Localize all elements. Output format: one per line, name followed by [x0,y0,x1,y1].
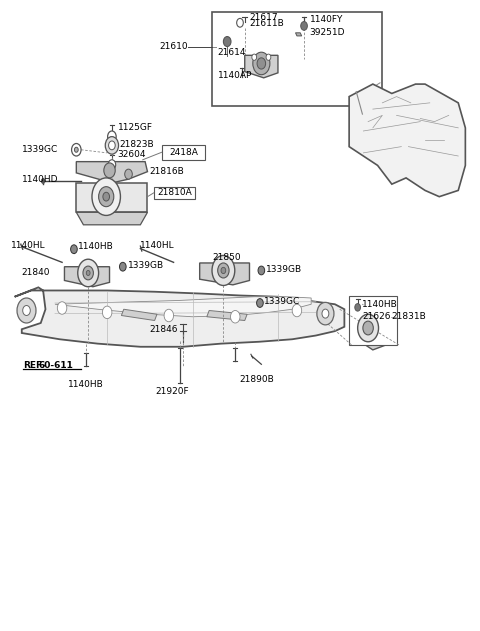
Circle shape [253,52,270,74]
Text: 1339GC: 1339GC [22,145,58,154]
Circle shape [258,266,264,275]
Circle shape [257,298,263,307]
Polygon shape [200,263,250,285]
Text: 21850: 21850 [213,254,241,262]
Text: 21831B: 21831B [391,312,426,321]
Polygon shape [64,267,109,286]
Text: 21614: 21614 [218,48,246,57]
Text: 1339GB: 1339GB [266,265,302,274]
Circle shape [358,314,379,342]
Text: 1140HL: 1140HL [140,241,175,250]
Circle shape [218,263,229,278]
Text: 1125GF: 1125GF [118,124,153,133]
Circle shape [120,262,126,271]
Text: REF.: REF. [23,361,44,370]
Polygon shape [76,212,147,225]
Circle shape [108,160,116,170]
Polygon shape [245,56,278,78]
Text: 21846: 21846 [150,325,179,334]
Text: 1140HB: 1140HB [362,300,398,309]
Circle shape [363,321,373,335]
Bar [212,12,383,106]
Circle shape [17,298,36,323]
Circle shape [103,192,109,201]
Polygon shape [76,183,147,212]
Text: 21920F: 21920F [156,387,190,396]
Circle shape [102,306,112,319]
Text: 21810A: 21810A [157,189,192,198]
Polygon shape [55,297,311,317]
Circle shape [230,310,240,323]
Circle shape [317,302,334,325]
Circle shape [108,141,115,150]
Circle shape [57,302,67,314]
Text: 2418A: 2418A [169,148,198,156]
Circle shape [164,309,174,322]
Circle shape [221,268,226,274]
Text: 1339GC: 1339GC [264,297,300,306]
Text: 1140HB: 1140HB [68,380,104,389]
Polygon shape [349,84,466,197]
Text: 21610: 21610 [159,42,188,51]
Circle shape [212,256,235,285]
Bar [154,187,195,199]
Circle shape [23,305,30,316]
Circle shape [125,169,132,179]
Text: 21611B: 21611B [250,19,284,28]
Polygon shape [76,162,147,183]
Circle shape [301,21,307,30]
Bar [162,144,205,160]
Circle shape [74,147,78,152]
Text: 1140AP: 1140AP [218,71,252,81]
Text: 60-611: 60-611 [39,361,74,370]
Text: 21890B: 21890B [239,375,274,384]
Circle shape [83,266,94,280]
Text: 21823B: 21823B [119,139,154,149]
Circle shape [105,137,119,154]
Circle shape [41,179,45,184]
Text: 21626: 21626 [362,312,391,321]
Circle shape [86,271,90,276]
Circle shape [98,187,114,207]
Circle shape [108,131,116,142]
Circle shape [252,54,257,61]
Text: 21840: 21840 [22,268,50,278]
Text: 32604: 32604 [118,150,146,158]
Circle shape [292,304,301,317]
Circle shape [78,259,98,286]
Circle shape [92,178,120,215]
Polygon shape [354,309,389,350]
Circle shape [322,309,329,318]
Text: 1339GB: 1339GB [128,261,164,270]
Bar [349,296,396,345]
Circle shape [355,304,360,311]
Text: 21617: 21617 [250,13,278,21]
Circle shape [104,163,115,178]
Text: 1140HL: 1140HL [12,241,46,250]
Polygon shape [296,33,301,36]
Text: 1140HB: 1140HB [78,242,113,251]
Polygon shape [14,287,344,347]
Text: 1140FY: 1140FY [310,15,343,24]
Text: 21816B: 21816B [150,167,185,176]
Circle shape [257,58,265,69]
Polygon shape [121,309,157,321]
Circle shape [223,37,231,47]
Circle shape [266,54,271,61]
Polygon shape [207,310,247,321]
Circle shape [237,18,243,27]
Circle shape [72,143,81,156]
Text: 1140HD: 1140HD [22,175,58,184]
Text: 39251D: 39251D [310,28,345,37]
Circle shape [71,245,77,254]
